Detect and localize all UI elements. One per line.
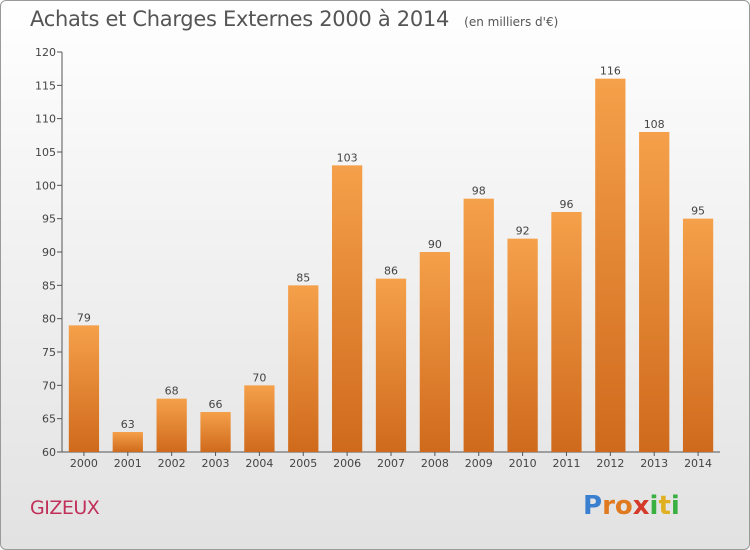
x-tick-label: 2009 xyxy=(465,457,493,470)
bar xyxy=(551,212,582,452)
y-tick-label: 120 xyxy=(35,46,56,59)
bar xyxy=(419,252,451,452)
data-label: 90 xyxy=(428,238,442,251)
bar xyxy=(112,432,143,452)
logo-letter: i xyxy=(670,491,680,521)
bar xyxy=(331,165,363,453)
data-label: 92 xyxy=(516,225,530,238)
data-label: 68 xyxy=(165,385,179,398)
y-tick-label: 100 xyxy=(35,179,56,192)
bar xyxy=(507,238,538,452)
y-tick-label: 80 xyxy=(42,313,56,326)
logo-letter: i xyxy=(649,491,659,521)
x-tick-label: 2010 xyxy=(509,457,537,470)
data-label: 108 xyxy=(644,118,665,131)
data-label: 95 xyxy=(691,205,705,218)
data-label: 116 xyxy=(600,65,621,78)
logo-letter: o xyxy=(614,491,633,521)
x-tick-label: 2005 xyxy=(289,457,317,470)
data-label: 66 xyxy=(209,398,223,411)
y-tick-label: 85 xyxy=(42,279,56,292)
logo-letter: r xyxy=(602,491,615,521)
bar xyxy=(68,325,100,452)
data-label: 98 xyxy=(472,185,486,198)
x-tick-label: 2008 xyxy=(421,457,449,470)
y-tick-label: 60 xyxy=(42,446,56,459)
y-tick-label: 90 xyxy=(42,246,56,259)
data-label: 79 xyxy=(77,311,91,324)
x-tick-label: 2012 xyxy=(596,457,624,470)
y-tick-label: 115 xyxy=(35,79,56,92)
data-label: 86 xyxy=(384,265,398,278)
x-tick-label: 2001 xyxy=(114,457,142,470)
x-tick-label: 2004 xyxy=(245,457,273,470)
y-tick-label: 95 xyxy=(42,213,56,226)
data-label: 96 xyxy=(559,198,573,211)
y-tick-label: 105 xyxy=(35,146,56,159)
logo-letter: x xyxy=(632,491,650,521)
x-tick-label: 2002 xyxy=(158,457,186,470)
bar xyxy=(682,218,714,452)
x-tick-label: 2007 xyxy=(377,457,405,470)
x-tick-label: 2014 xyxy=(684,457,712,470)
bar xyxy=(375,278,407,452)
x-tick-label: 2003 xyxy=(202,457,230,470)
proxiti-logo: Proxiti xyxy=(583,491,680,521)
x-tick-label: 2006 xyxy=(333,457,361,470)
x-tick-label: 2011 xyxy=(552,457,580,470)
y-tick-label: 110 xyxy=(35,113,56,126)
data-label: 85 xyxy=(296,271,310,284)
axes: 60 65 70 75 80 85 90 95 100 105 110 115 120 2000 2001 2… xyxy=(35,46,720,470)
chart-unit: (en milliers d'€) xyxy=(464,15,559,29)
bar xyxy=(244,385,275,452)
bar xyxy=(156,398,187,452)
bar xyxy=(639,132,670,452)
commune-name: GIZEUX xyxy=(30,497,100,519)
bar xyxy=(200,412,231,452)
y-tick-label: 75 xyxy=(42,346,56,359)
labels: 79 63 68 66 70 85 103 86 90 98 92 96 116 108 95 xyxy=(77,65,705,431)
bar xyxy=(463,198,494,452)
data-label: 63 xyxy=(121,418,135,431)
bar xyxy=(595,78,626,453)
y-tick-label: 65 xyxy=(42,413,56,426)
logo-letter: P xyxy=(583,491,603,521)
x-tick-label: 2000 xyxy=(70,457,98,470)
title-row: Achats et Charges Externes 2000 à 2014 (… xyxy=(30,7,558,31)
data-label: 70 xyxy=(252,371,266,384)
bar xyxy=(288,285,319,452)
bars xyxy=(68,78,714,453)
x-tick-label: 2013 xyxy=(640,457,668,470)
chart-title: Achats et Charges Externes 2000 à 2014 xyxy=(30,7,450,31)
y-tick-label: 70 xyxy=(42,379,56,392)
data-label: 103 xyxy=(337,151,358,164)
logo-letter: t xyxy=(658,491,671,521)
